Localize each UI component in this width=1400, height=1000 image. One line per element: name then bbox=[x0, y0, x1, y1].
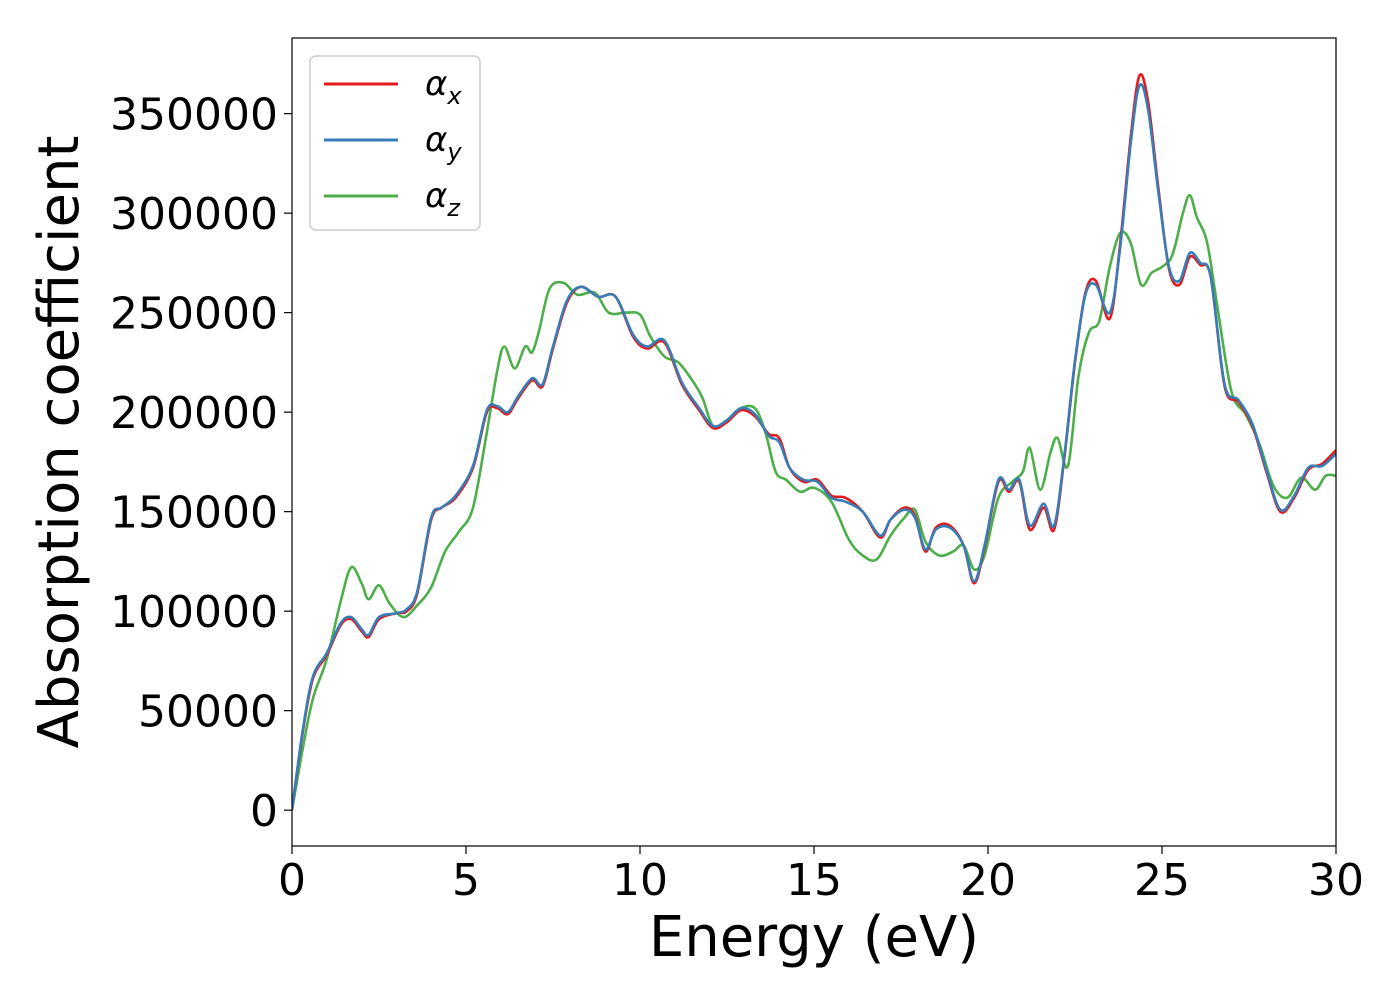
y-tick-label: 100000 bbox=[110, 587, 278, 638]
x-tick-label: 15 bbox=[786, 855, 842, 906]
series-line-y bbox=[292, 83, 1336, 811]
y-tick-label: 50000 bbox=[138, 687, 278, 738]
y-tick-label: 350000 bbox=[110, 90, 278, 141]
y-tick-label: 0 bbox=[250, 786, 278, 837]
y-tick-label: 200000 bbox=[110, 388, 278, 439]
y-axis-title: Absorption coefficient bbox=[27, 136, 92, 749]
legend: αx αy αz bbox=[309, 55, 481, 231]
x-tick-label: 10 bbox=[612, 855, 668, 906]
x-tick-label: 5 bbox=[452, 855, 480, 906]
x-axis: 0 5 10 15 20 25 30 bbox=[278, 846, 1364, 906]
x-tick-label: 20 bbox=[960, 855, 1016, 906]
legend-label-x: αx bbox=[425, 64, 462, 110]
legend-box bbox=[309, 55, 481, 231]
legend-label-z: αz bbox=[425, 176, 461, 222]
y-axis: 0 50000 100000 150000 200000 250000 300000 3500… bbox=[110, 90, 292, 837]
y-tick-label: 150000 bbox=[110, 488, 278, 539]
x-tick-label: 30 bbox=[1308, 855, 1364, 906]
x-tick-label: 25 bbox=[1134, 855, 1190, 906]
y-tick-label: 250000 bbox=[110, 289, 278, 340]
x-axis-title: Energy (eV) bbox=[649, 905, 979, 970]
series-layer bbox=[292, 73, 1336, 811]
y-tick-label: 300000 bbox=[110, 189, 278, 240]
x-tick-label: 0 bbox=[278, 855, 306, 906]
legend-label-y: αy bbox=[425, 120, 462, 166]
